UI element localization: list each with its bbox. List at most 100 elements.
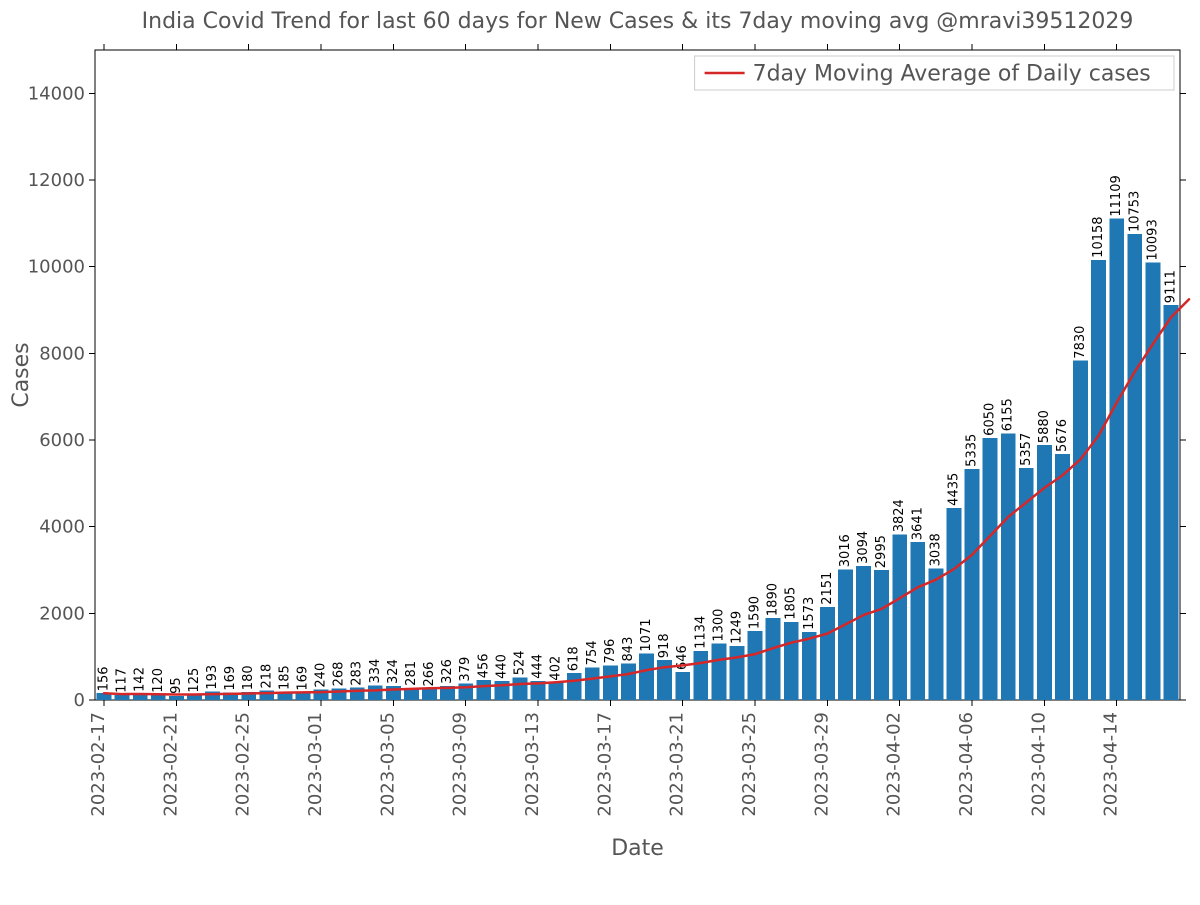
bar-value-label: 440 xyxy=(494,654,509,679)
bar-value-label: 156 xyxy=(97,666,112,691)
bar xyxy=(784,622,799,700)
bar-value-label: 618 xyxy=(567,646,582,671)
bar-value-label: 169 xyxy=(223,666,238,691)
chart-container: India Covid Trend for last 60 days for N… xyxy=(0,0,1200,905)
plot-border xyxy=(95,50,1180,700)
xtick-label: 2023-03-29 xyxy=(811,712,832,817)
bar-value-label: 1590 xyxy=(748,596,763,629)
ytick-label: 6000 xyxy=(39,430,85,451)
bar-value-label: 240 xyxy=(314,663,329,688)
bar xyxy=(711,644,726,700)
bar-value-label: 2151 xyxy=(820,572,835,605)
bar-value-label: 169 xyxy=(295,666,310,691)
bar-value-label: 1573 xyxy=(802,597,817,630)
bar xyxy=(856,566,871,700)
bar xyxy=(766,618,781,700)
bar xyxy=(151,695,166,700)
bar-value-label: 1249 xyxy=(729,611,744,644)
bar-value-label: 283 xyxy=(350,661,365,686)
bar-value-label: 843 xyxy=(621,637,636,662)
ytick-label: 10000 xyxy=(28,257,85,278)
xtick-label: 2023-04-02 xyxy=(884,712,905,817)
bar-value-label: 3824 xyxy=(892,499,907,532)
bar-value-label: 754 xyxy=(585,640,600,665)
bar xyxy=(1055,454,1070,700)
bar-value-label: 125 xyxy=(187,668,202,693)
bar xyxy=(603,666,618,700)
xtick-label: 2023-03-21 xyxy=(667,712,688,817)
ytick-label: 0 xyxy=(74,690,85,711)
bar-value-label: 95 xyxy=(169,677,184,694)
bar xyxy=(1109,219,1124,700)
bar xyxy=(965,469,980,700)
bar-value-label: 10158 xyxy=(1091,216,1106,257)
bar-value-label: 456 xyxy=(476,653,491,678)
bar-value-label: 1071 xyxy=(639,618,654,651)
chart-title: India Covid Trend for last 60 days for N… xyxy=(142,9,1134,34)
bar-value-label: 193 xyxy=(205,665,220,690)
xtick-label: 2023-03-09 xyxy=(450,712,471,817)
bar-value-label: 10753 xyxy=(1127,191,1142,232)
bar xyxy=(1127,234,1142,700)
bar-value-label: 1890 xyxy=(766,583,781,616)
bar xyxy=(422,688,437,700)
bar-value-label: 268 xyxy=(332,662,347,687)
bar xyxy=(983,438,998,700)
bar-value-label: 3016 xyxy=(838,534,853,567)
bar-value-label: 6155 xyxy=(1001,398,1016,431)
bar xyxy=(910,542,925,700)
bar xyxy=(874,570,889,700)
bar xyxy=(838,569,853,700)
bar xyxy=(802,632,817,700)
bar xyxy=(169,696,184,700)
bar-value-label: 180 xyxy=(241,665,256,690)
bar-value-label: 117 xyxy=(115,668,130,693)
bar-value-label: 326 xyxy=(440,659,455,684)
bar-value-label: 379 xyxy=(458,657,473,682)
xtick-label: 2023-02-21 xyxy=(160,712,181,817)
bar xyxy=(730,646,745,700)
bar-value-label: 402 xyxy=(549,656,564,681)
bar-value-label: 5676 xyxy=(1055,419,1070,452)
bar xyxy=(639,654,654,700)
bar xyxy=(1001,433,1016,700)
bar-value-label: 1300 xyxy=(711,609,726,642)
bar xyxy=(947,508,962,700)
bar xyxy=(892,534,907,700)
y-axis-label: Cases xyxy=(9,342,34,407)
bar-value-label: 6050 xyxy=(983,403,998,436)
bar xyxy=(748,631,763,700)
bar xyxy=(928,568,943,700)
ytick-label: 4000 xyxy=(39,517,85,538)
x-axis-label: Date xyxy=(611,836,664,861)
xtick-label: 2023-04-14 xyxy=(1101,712,1122,817)
bar xyxy=(693,651,708,700)
bar-value-label: 796 xyxy=(603,639,618,664)
bar-value-label: 266 xyxy=(422,662,437,687)
xtick-label: 2023-03-01 xyxy=(305,712,326,817)
xtick-label: 2023-04-06 xyxy=(956,712,977,817)
bar-value-label: 324 xyxy=(386,659,401,684)
bar-value-label: 3641 xyxy=(910,507,925,540)
bar xyxy=(115,695,130,700)
bar xyxy=(296,693,311,700)
bar-value-label: 9111 xyxy=(1163,270,1178,303)
bar-value-label: 281 xyxy=(404,661,419,686)
bar xyxy=(1073,361,1088,700)
bar-value-label: 3038 xyxy=(928,533,943,566)
ytick-label: 12000 xyxy=(28,170,85,191)
bar-value-label: 142 xyxy=(133,667,148,692)
bar xyxy=(1145,263,1160,700)
bar-value-label: 1805 xyxy=(784,587,799,620)
chart-svg: India Covid Trend for last 60 days for N… xyxy=(0,0,1200,905)
bar-value-label: 334 xyxy=(368,659,383,684)
bar-value-label: 1134 xyxy=(693,616,708,649)
bar xyxy=(585,667,600,700)
xtick-label: 2023-03-25 xyxy=(739,712,760,817)
bar xyxy=(549,683,564,700)
bar-value-label: 5335 xyxy=(965,434,980,467)
legend-label: 7day Moving Average of Daily cases xyxy=(753,62,1151,87)
xtick-label: 2023-02-25 xyxy=(233,712,254,817)
bar xyxy=(675,672,690,700)
bar xyxy=(567,673,582,700)
